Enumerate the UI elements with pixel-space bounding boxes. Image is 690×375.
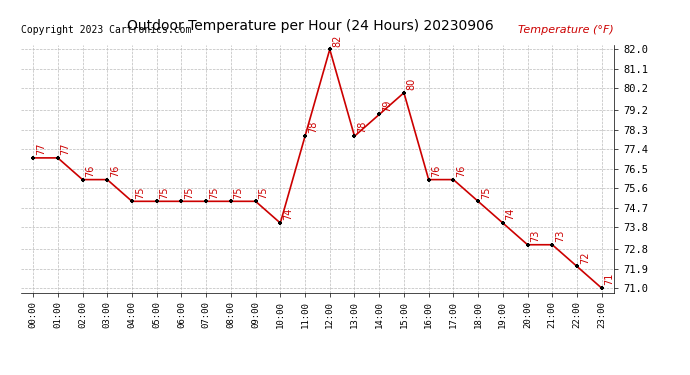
Point bbox=[275, 220, 286, 226]
Point bbox=[126, 198, 137, 204]
Text: 79: 79 bbox=[382, 99, 392, 112]
Text: 76: 76 bbox=[110, 165, 120, 177]
Point bbox=[324, 46, 335, 53]
Text: 74: 74 bbox=[506, 208, 515, 220]
Text: 76: 76 bbox=[456, 165, 466, 177]
Point bbox=[398, 90, 409, 96]
Text: 72: 72 bbox=[580, 251, 590, 264]
Text: 73: 73 bbox=[531, 230, 540, 242]
Point bbox=[448, 177, 459, 183]
Text: 71: 71 bbox=[604, 273, 615, 285]
Point bbox=[497, 220, 509, 226]
Point bbox=[423, 177, 434, 183]
Text: 75: 75 bbox=[481, 186, 491, 198]
Text: 76: 76 bbox=[86, 165, 95, 177]
Text: 77: 77 bbox=[36, 142, 46, 155]
Text: 75: 75 bbox=[184, 186, 194, 198]
Point bbox=[77, 177, 88, 183]
Text: 78: 78 bbox=[357, 121, 367, 134]
Point bbox=[349, 133, 360, 139]
Text: Outdoor Temperature per Hour (24 Hours) 20230906: Outdoor Temperature per Hour (24 Hours) … bbox=[127, 19, 494, 33]
Point bbox=[546, 242, 558, 248]
Text: 73: 73 bbox=[555, 230, 565, 242]
Point bbox=[473, 198, 484, 204]
Text: Temperature (°F): Temperature (°F) bbox=[518, 25, 614, 35]
Text: 78: 78 bbox=[308, 121, 318, 134]
Text: 77: 77 bbox=[61, 142, 70, 155]
Point bbox=[226, 198, 237, 204]
Point bbox=[52, 155, 63, 161]
Text: 75: 75 bbox=[258, 186, 268, 198]
Text: 82: 82 bbox=[333, 34, 342, 46]
Point bbox=[596, 285, 607, 291]
Text: 80: 80 bbox=[406, 78, 417, 90]
Text: 75: 75 bbox=[234, 186, 244, 198]
Point bbox=[151, 198, 162, 204]
Point bbox=[101, 177, 112, 183]
Text: 75: 75 bbox=[159, 186, 170, 198]
Point bbox=[571, 264, 582, 270]
Text: Copyright 2023 Cartronics.com: Copyright 2023 Cartronics.com bbox=[21, 25, 191, 35]
Point bbox=[522, 242, 533, 248]
Point bbox=[299, 133, 310, 139]
Point bbox=[250, 198, 261, 204]
Point bbox=[374, 111, 385, 117]
Text: 74: 74 bbox=[283, 208, 293, 220]
Text: 75: 75 bbox=[209, 186, 219, 198]
Text: 76: 76 bbox=[431, 165, 442, 177]
Point bbox=[176, 198, 187, 204]
Point bbox=[201, 198, 212, 204]
Text: 75: 75 bbox=[135, 186, 145, 198]
Point bbox=[28, 155, 39, 161]
